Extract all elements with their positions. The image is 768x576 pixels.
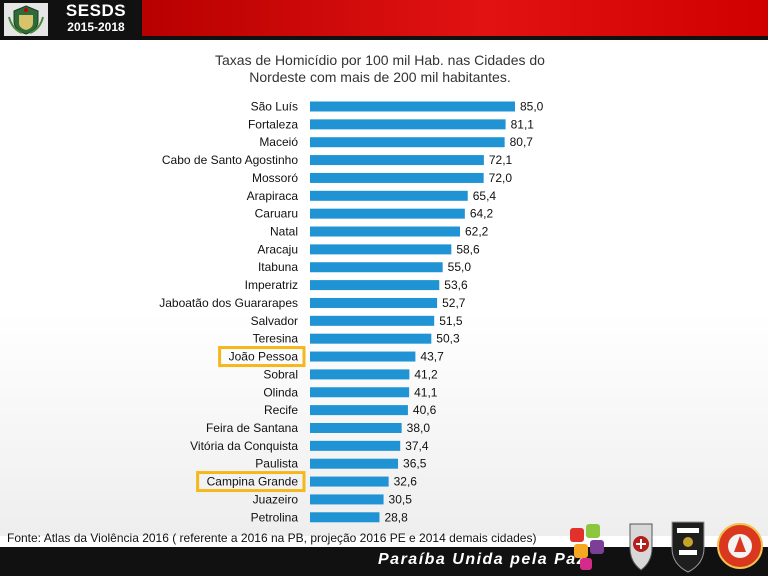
bar-16 (310, 387, 410, 398)
value-label-8: 58,6 (456, 242, 480, 256)
partner-logos (570, 521, 763, 573)
bar-9 (310, 262, 443, 273)
value-label-4: 72,0 (489, 171, 513, 185)
value-label-0: 85,0 (520, 100, 544, 114)
bar-23 (310, 512, 380, 523)
value-label-7: 62,2 (465, 225, 489, 239)
category-label-21: Campina Grande (207, 475, 299, 489)
value-label-22: 30,5 (389, 492, 413, 506)
value-label-5: 65,4 (473, 189, 497, 203)
state-crest-icon (4, 3, 48, 36)
bar-11 (310, 297, 438, 308)
category-label-13: Teresina (253, 332, 299, 346)
brand: SESDS 2015-2018 (54, 1, 138, 35)
bar-22 (310, 494, 384, 505)
highlight-box-21 (196, 471, 306, 493)
category-label-10: Imperatriz (245, 278, 298, 292)
bar-19 (310, 440, 401, 451)
bar-1 (310, 119, 506, 130)
bar-2 (310, 137, 505, 148)
bar-17 (310, 405, 408, 416)
category-label-6: Caruaru (255, 207, 298, 221)
value-label-10: 53,6 (444, 278, 468, 292)
chart-title-line1: Taxas de Homicídio por 100 mil Hab. nas … (215, 52, 545, 68)
category-label-8: Aracaju (257, 242, 298, 256)
value-label-2: 80,7 (510, 135, 534, 149)
bar-15 (310, 369, 410, 380)
value-label-1: 81,1 (511, 117, 535, 131)
bar-6 (310, 208, 465, 219)
bar-3 (310, 155, 484, 166)
brand-years: 2015-2018 (67, 20, 125, 34)
chart-title: Taxas de Homicídio por 100 mil Hab. nas … (180, 52, 580, 86)
brand-title: SESDS (65, 1, 127, 20)
category-label-11: Jaboatão dos Guararapes (159, 296, 298, 310)
value-label-23: 28,8 (384, 510, 408, 524)
bar-5 (310, 190, 468, 201)
category-label-16: Olinda (263, 385, 298, 399)
category-label-19: Vitória da Conquista (190, 439, 298, 453)
bar-4 (310, 172, 484, 183)
policia-civil-badge-icon (671, 521, 705, 573)
value-label-17: 40,6 (413, 403, 437, 417)
value-label-20: 36,5 (403, 457, 427, 471)
value-label-14: 43,7 (420, 350, 444, 364)
value-label-18: 38,0 (407, 421, 431, 435)
category-label-3: Cabo de Santo Agostinho (162, 153, 298, 167)
value-label-13: 50,3 (436, 332, 460, 346)
header-red-band (142, 0, 768, 36)
category-label-15: Sobral (263, 367, 298, 381)
bombeiros-badge-icon (717, 523, 763, 569)
category-label-4: Mossoró (252, 171, 298, 185)
bar-14 (310, 351, 416, 362)
value-label-6: 64,2 (470, 207, 494, 221)
value-label-21: 32,6 (394, 475, 418, 489)
slogan: Paraíba Unida pela Paz (378, 551, 587, 568)
bar-8 (310, 244, 452, 255)
category-label-9: Itabuna (258, 260, 298, 274)
bar-7 (310, 226, 461, 237)
value-label-11: 52,7 (442, 296, 466, 310)
category-label-23: Petrolina (251, 510, 299, 524)
value-label-19: 37,4 (405, 439, 429, 453)
category-label-2: Maceió (259, 135, 298, 149)
highlight-box-14 (218, 346, 306, 368)
category-label-22: Juazeiro (253, 492, 299, 506)
policia-militar-badge-icon (629, 523, 653, 571)
category-label-0: São Luís (251, 100, 298, 114)
value-label-12: 51,5 (439, 314, 463, 328)
bar-0 (310, 101, 515, 112)
category-label-7: Natal (270, 225, 298, 239)
value-label-16: 41,1 (414, 385, 438, 399)
category-label-17: Recife (264, 403, 298, 417)
category-label-1: Fortaleza (248, 117, 298, 131)
category-label-12: Salvador (251, 314, 298, 328)
category-label-14: João Pessoa (229, 350, 299, 364)
bar-12 (310, 315, 435, 326)
bar-13 (310, 333, 432, 344)
bar-21 (310, 476, 389, 487)
chart-title-line2: Nordeste com mais de 200 mil habitantes. (249, 69, 511, 85)
value-label-9: 55,0 (448, 260, 472, 274)
category-label-18: Feira de Santana (206, 421, 298, 435)
category-label-5: Arapiraca (247, 189, 299, 203)
value-label-15: 41,2 (414, 367, 438, 381)
source-note: Fonte: Atlas da Violência 2016 ( referen… (7, 531, 537, 545)
bar-18 (310, 422, 402, 433)
puzzle-logo-icon (570, 524, 604, 570)
category-label-20: Paulista (255, 457, 298, 471)
bar-20 (310, 458, 399, 469)
value-label-3: 72,1 (489, 153, 513, 167)
bar-10 (310, 280, 440, 291)
